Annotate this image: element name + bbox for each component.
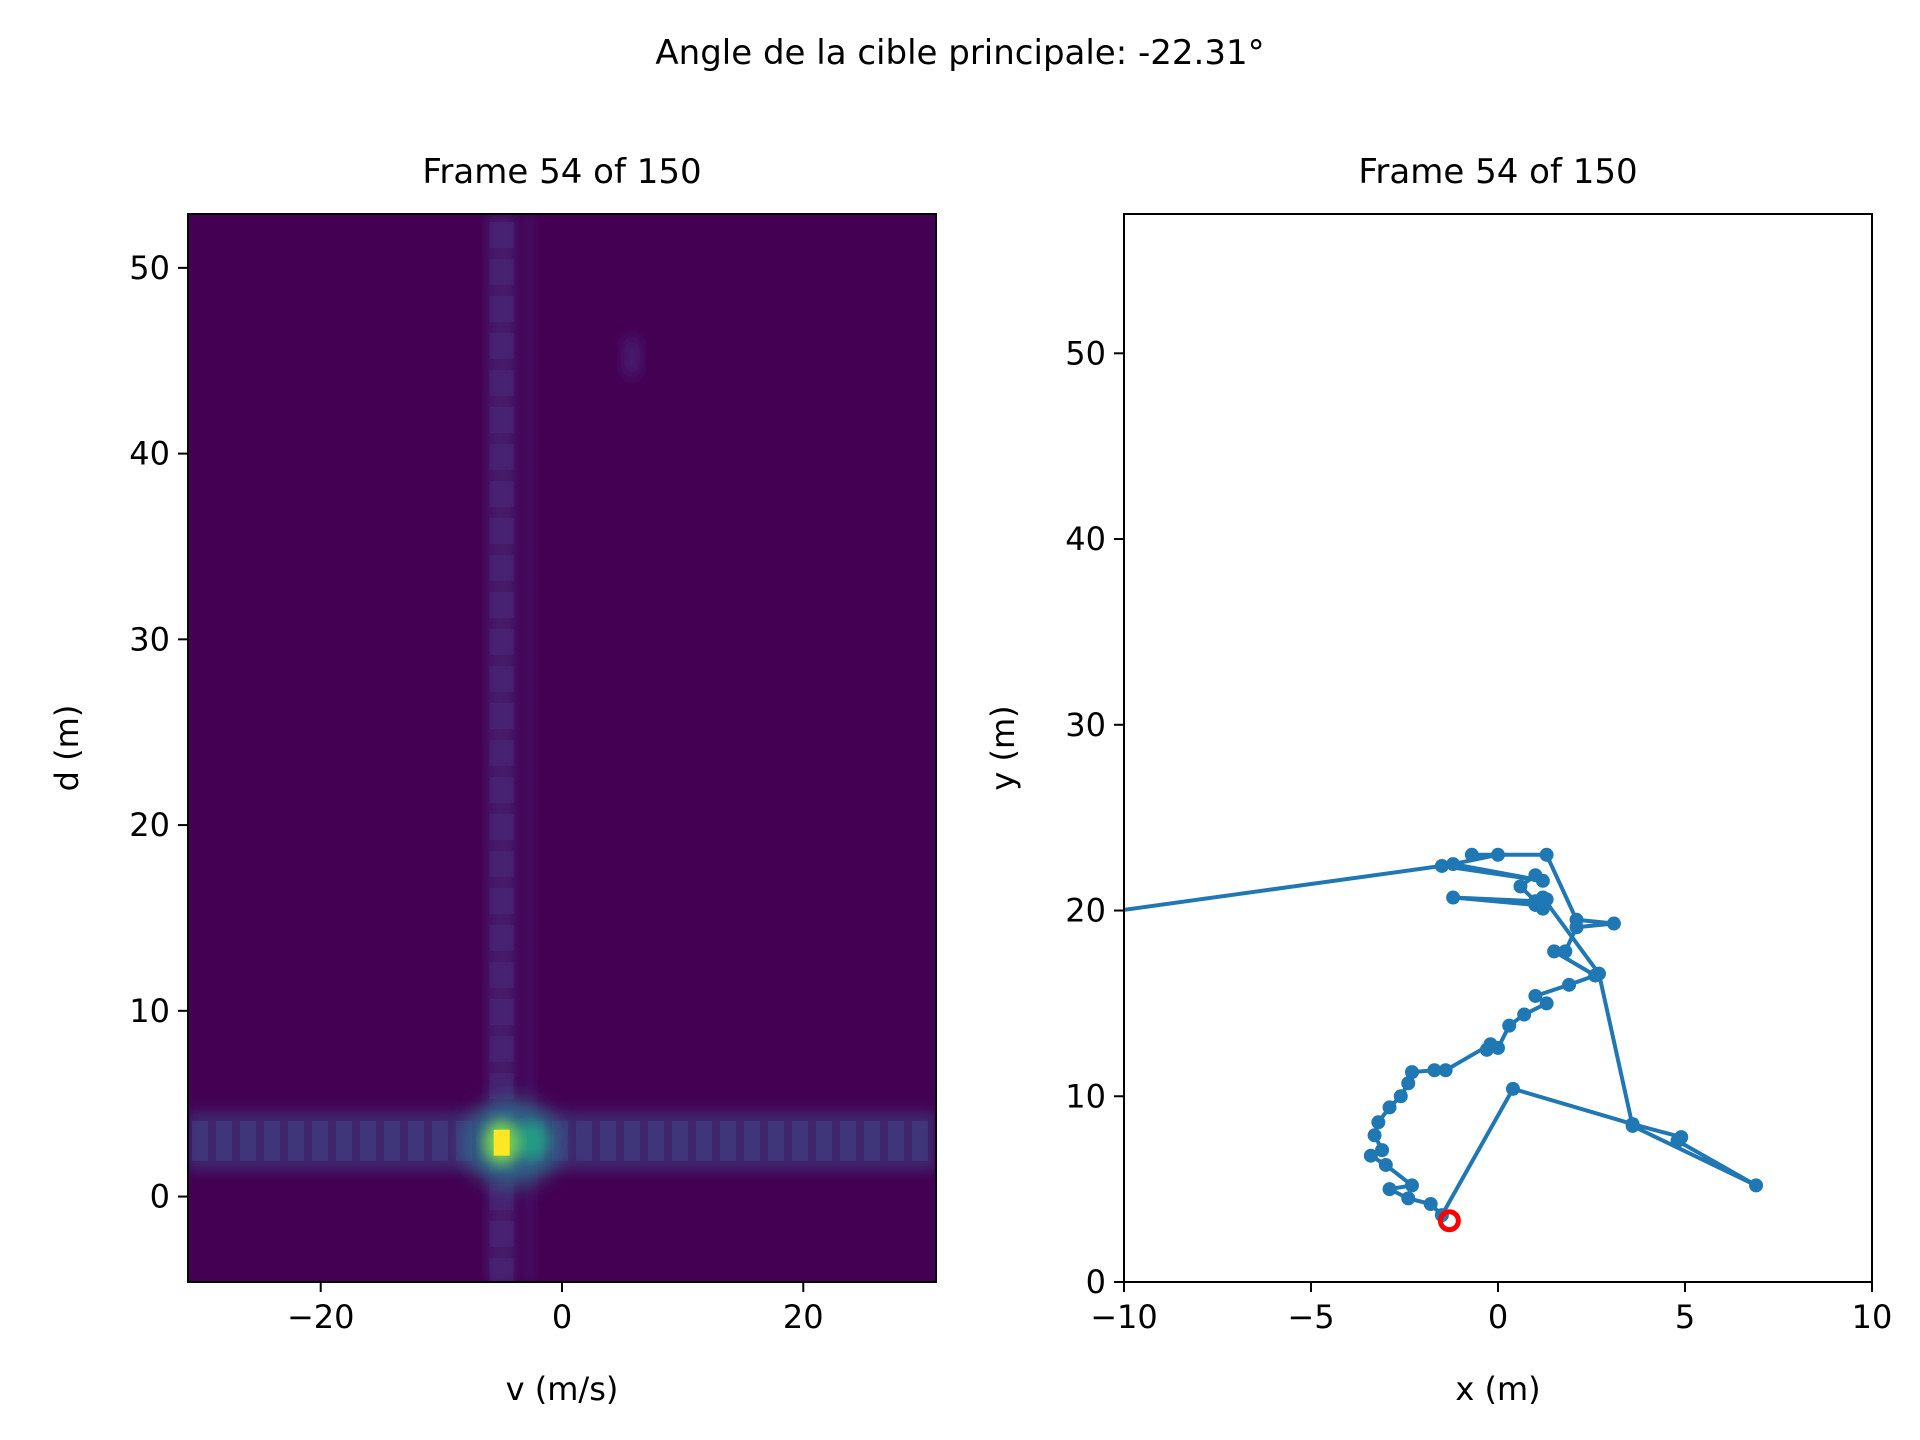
trajectory-xtick-label: 10 bbox=[1852, 1298, 1893, 1336]
trajectory-point bbox=[1505, 1081, 1520, 1096]
trajectory-point bbox=[1483, 1037, 1498, 1052]
trajectory-point bbox=[1749, 1178, 1764, 1193]
trajectory-point bbox=[1404, 1065, 1419, 1080]
trajectory-point bbox=[1670, 1133, 1685, 1148]
trajectory-point bbox=[1401, 1191, 1416, 1206]
heatmap-horizontal-ridge-texture bbox=[188, 1120, 936, 1161]
heatmap-ytick-label: 10 bbox=[129, 992, 170, 1030]
heatmap-ytick-label: 40 bbox=[129, 435, 170, 473]
trajectory-point bbox=[1363, 1148, 1378, 1163]
trajectory-point bbox=[1423, 1196, 1438, 1211]
heatmap-ytick-label: 50 bbox=[129, 249, 170, 287]
trajectory-point bbox=[1535, 901, 1550, 916]
heatmap-ylabel: d (m) bbox=[48, 705, 86, 792]
trajectory-point bbox=[1539, 996, 1554, 1011]
trajectory-points bbox=[1363, 847, 1764, 1223]
heatmap-peak-side bbox=[511, 1122, 548, 1159]
trajectory-point bbox=[1393, 1089, 1408, 1104]
heatmap-xtick-label: 20 bbox=[783, 1298, 824, 1336]
trajectory-line bbox=[1124, 852, 1759, 1218]
heatmap-title: Frame 54 of 150 bbox=[422, 152, 701, 192]
trajectory-panel: Frame 54 of 150 −10 −5 0 5 10 0 10 20 30 40 50 x (… bbox=[984, 152, 1892, 1408]
trajectory-point bbox=[1513, 879, 1528, 894]
trajectory-ytick-label: 40 bbox=[1065, 520, 1106, 558]
trajectory-plot-area bbox=[1124, 847, 1764, 1233]
trajectory-ytick-label: 50 bbox=[1065, 334, 1106, 372]
current-position-marker bbox=[1437, 1209, 1461, 1233]
trajectory-point bbox=[1528, 988, 1543, 1003]
heatmap-ytick-label: 30 bbox=[129, 620, 170, 658]
trajectory-point bbox=[1401, 1076, 1416, 1091]
trajectory-point bbox=[1591, 966, 1606, 981]
trajectory-point bbox=[1446, 857, 1461, 872]
heatmap-ytick-label: 20 bbox=[129, 806, 170, 844]
trajectory-ytick-label: 20 bbox=[1065, 892, 1106, 930]
heatmap-secondary-target bbox=[621, 335, 642, 380]
trajectory-point bbox=[1382, 1100, 1397, 1115]
trajectory-title: Frame 54 of 150 bbox=[1358, 152, 1637, 192]
trajectory-ylabel: y (m) bbox=[984, 705, 1022, 790]
trajectory-frame bbox=[1123, 213, 1873, 1283]
trajectory-point bbox=[1371, 1115, 1386, 1130]
trajectory-point bbox=[1438, 1063, 1453, 1078]
heatmap-axes: −20 0 20 0 10 20 30 40 50 bbox=[129, 249, 823, 1336]
heatmap-background bbox=[188, 214, 936, 1282]
heatmap-peak bbox=[493, 1129, 510, 1156]
trajectory-xtick-label: −10 bbox=[1090, 1298, 1158, 1336]
trajectory-point bbox=[1491, 847, 1505, 862]
trajectory-point bbox=[1528, 868, 1543, 883]
trajectory-point bbox=[1382, 1182, 1397, 1197]
figure-suptitle: Angle de la cible principale: -22.31° bbox=[655, 33, 1264, 73]
trajectory-point bbox=[1375, 1143, 1390, 1158]
trajectory-point bbox=[1367, 1128, 1382, 1143]
trajectory-xtick-label: −5 bbox=[1287, 1298, 1334, 1336]
heatmap-ytick-label: 0 bbox=[150, 1178, 170, 1216]
trajectory-point bbox=[1625, 1118, 1640, 1133]
trajectory-point bbox=[1502, 1018, 1517, 1033]
heatmap-xlabel: v (m/s) bbox=[506, 1370, 619, 1408]
heatmap-layer bbox=[188, 214, 936, 1282]
trajectory-point bbox=[1539, 847, 1554, 862]
trajectory-xtick-label: 5 bbox=[1675, 1298, 1695, 1336]
trajectory-point bbox=[1547, 944, 1562, 959]
trajectory-xlabel: x (m) bbox=[1455, 1370, 1540, 1408]
trajectory-point bbox=[1606, 916, 1621, 931]
trajectory-ytick-label: 10 bbox=[1065, 1077, 1106, 1115]
trajectory-point bbox=[1558, 944, 1573, 959]
trajectory-point bbox=[1562, 977, 1577, 992]
trajectory-point bbox=[1427, 1063, 1442, 1078]
heatmap-xtick-label: −20 bbox=[287, 1298, 355, 1336]
trajectory-axes: −10 −5 0 5 10 0 10 20 30 40 50 bbox=[1065, 334, 1892, 1336]
trajectory-point bbox=[1464, 847, 1479, 862]
trajectory-xtick-label: 0 bbox=[1488, 1298, 1508, 1336]
trajectory-point bbox=[1434, 858, 1449, 873]
trajectory-ytick-label: 30 bbox=[1065, 706, 1106, 744]
trajectory-point bbox=[1517, 1007, 1532, 1022]
trajectory-point bbox=[1378, 1157, 1393, 1172]
heatmap-vertical-sidelobe bbox=[523, 214, 536, 1282]
heatmap-image bbox=[188, 214, 936, 1282]
trajectory-ytick-label: 0 bbox=[1086, 1263, 1106, 1301]
heatmap-panel: Frame 54 of 150 −20 0 20 0 10 20 30 40 50 v (m/s… bbox=[48, 152, 937, 1408]
trajectory-point bbox=[1569, 920, 1584, 935]
trajectory-point bbox=[1446, 890, 1461, 905]
trajectory-point bbox=[1404, 1178, 1419, 1193]
heatmap-xtick-label: 0 bbox=[552, 1298, 572, 1336]
